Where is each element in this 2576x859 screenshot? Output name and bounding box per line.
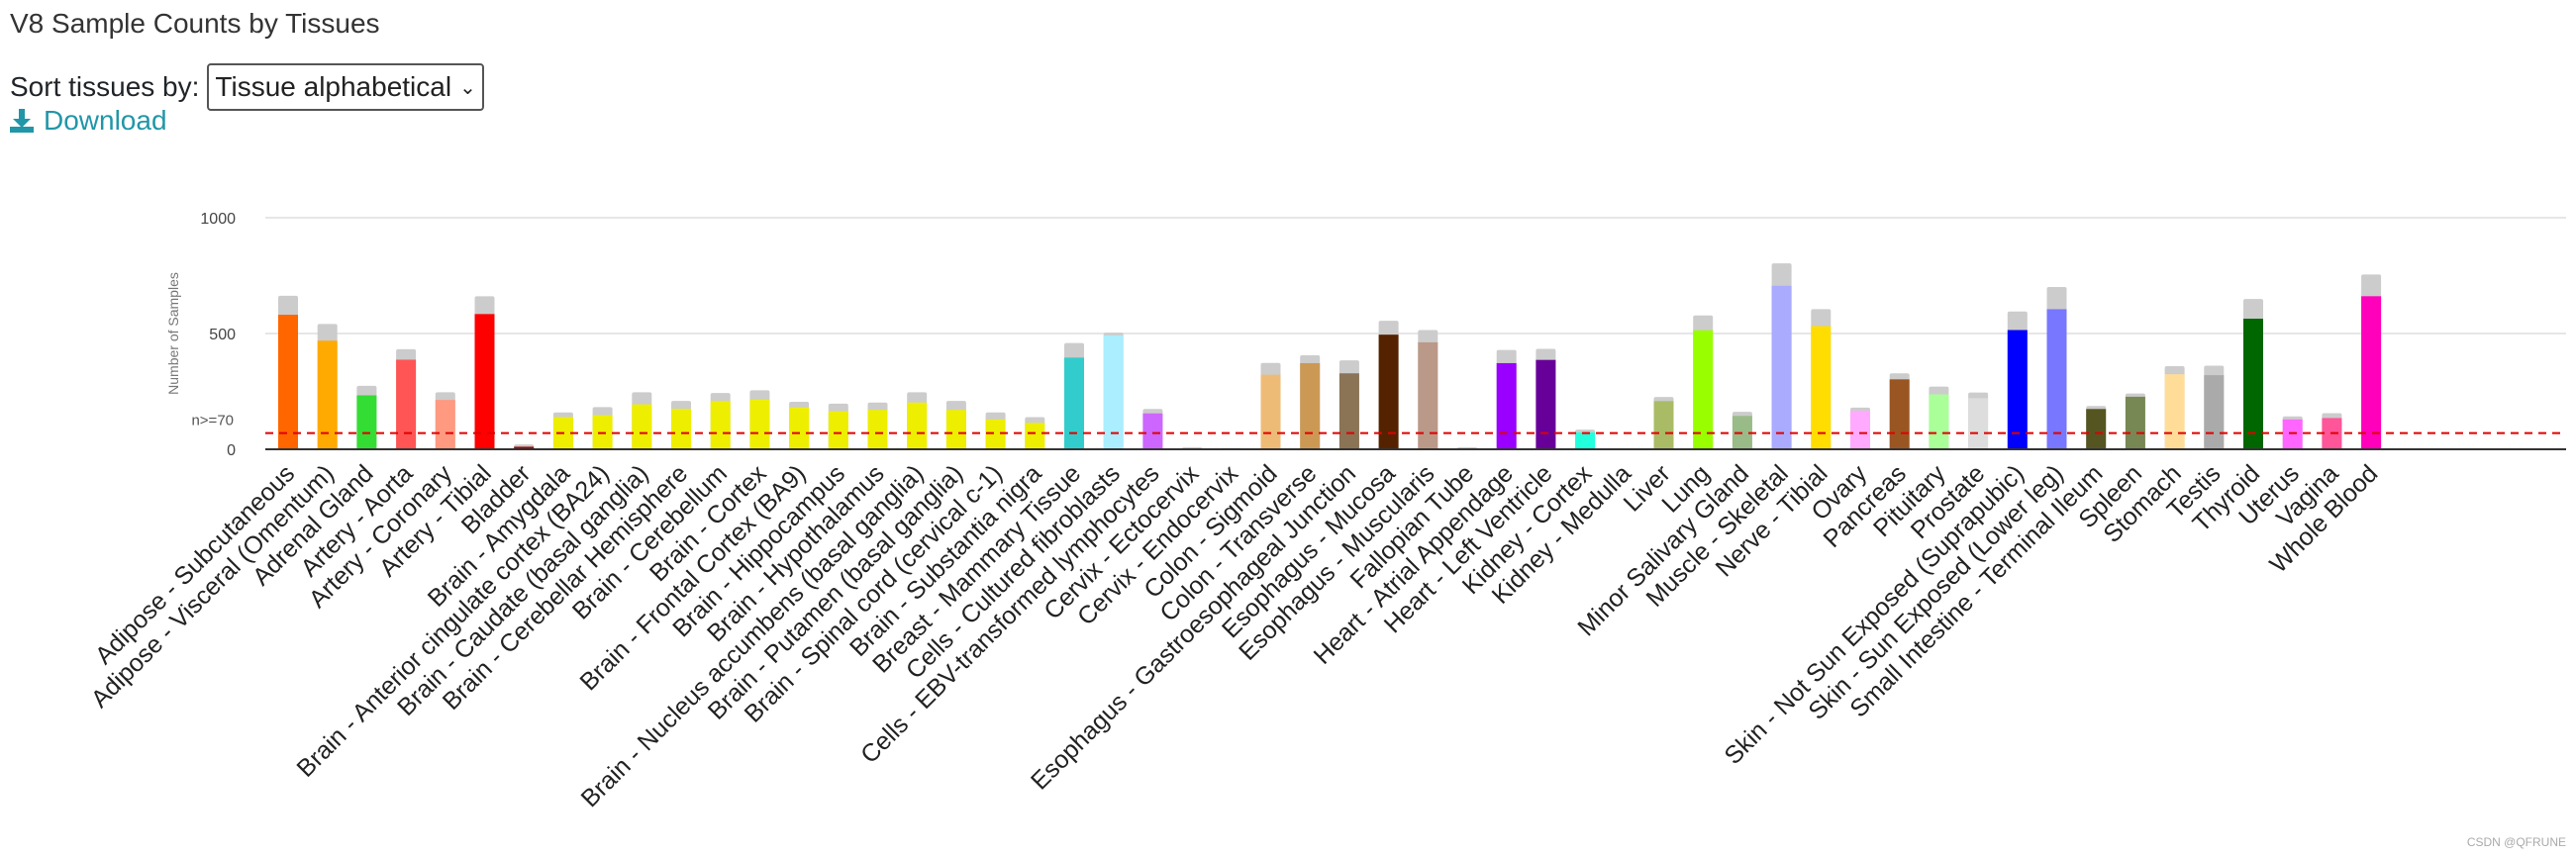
bar [2164, 374, 2185, 449]
bar [1260, 374, 1281, 449]
bar [356, 395, 377, 449]
y-tick-label: 0 [227, 442, 236, 459]
bar [907, 402, 928, 449]
bar [1378, 334, 1399, 449]
bar [1889, 379, 1910, 449]
y-tick-label: 1000 [200, 211, 236, 228]
bar [1536, 359, 1556, 449]
bar [1811, 326, 1832, 449]
bar [1850, 410, 1870, 449]
bar [632, 404, 652, 449]
bar [2086, 409, 2107, 449]
bar [1653, 401, 1674, 449]
chevron-down-icon: ⌄ [459, 76, 476, 99]
bar [1338, 373, 1359, 449]
bar [828, 411, 848, 449]
download-link[interactable]: Download [8, 105, 167, 137]
sort-label: Sort tissues by: [10, 71, 200, 102]
bar [749, 399, 770, 449]
bar [2243, 319, 2263, 449]
bar [1496, 362, 1517, 449]
bar [1142, 413, 1163, 449]
bar [317, 340, 338, 449]
threshold-label: n>=70 [191, 413, 234, 430]
bar [396, 359, 417, 449]
y-axis-label: Number of Samples [165, 272, 181, 395]
bar [1771, 285, 1792, 449]
bar [985, 419, 1006, 449]
bar [1968, 398, 1989, 449]
sort-select[interactable]: Tissue alphabetical ⌄ [207, 63, 484, 111]
download-label: Download [44, 105, 167, 136]
bar [2007, 330, 2028, 449]
bar [2046, 309, 2067, 449]
bar [945, 410, 966, 449]
x-tick-label: Adipose - Visceral (Omentum) [86, 459, 340, 713]
bar [278, 315, 298, 449]
bar [1103, 334, 1124, 449]
bar [2204, 375, 2225, 449]
bar [1929, 394, 1949, 449]
bar [1025, 423, 1045, 449]
bar [671, 409, 691, 449]
bar [789, 407, 810, 449]
bar [2125, 396, 2145, 449]
download-icon [10, 109, 34, 133]
y-tick-label: 500 [209, 327, 236, 343]
bar [1418, 341, 1438, 449]
bar [2282, 419, 2303, 449]
bar [1575, 431, 1596, 449]
bar [474, 314, 495, 449]
bar [1693, 330, 1714, 449]
bar [514, 446, 535, 449]
bar [1300, 362, 1321, 449]
sort-control: Sort tissues by: Tissue alphabetical ⌄ [10, 63, 484, 111]
bar [710, 401, 731, 449]
bar [1064, 357, 1084, 449]
bar [435, 400, 455, 449]
bar [2361, 296, 2382, 449]
bar [867, 410, 888, 449]
page-title: V8 Sample Counts by Tissues [10, 8, 380, 39]
sort-select-value: Tissue alphabetical [215, 71, 452, 102]
watermark: CSDN @QFRUNE [2466, 835, 2566, 849]
